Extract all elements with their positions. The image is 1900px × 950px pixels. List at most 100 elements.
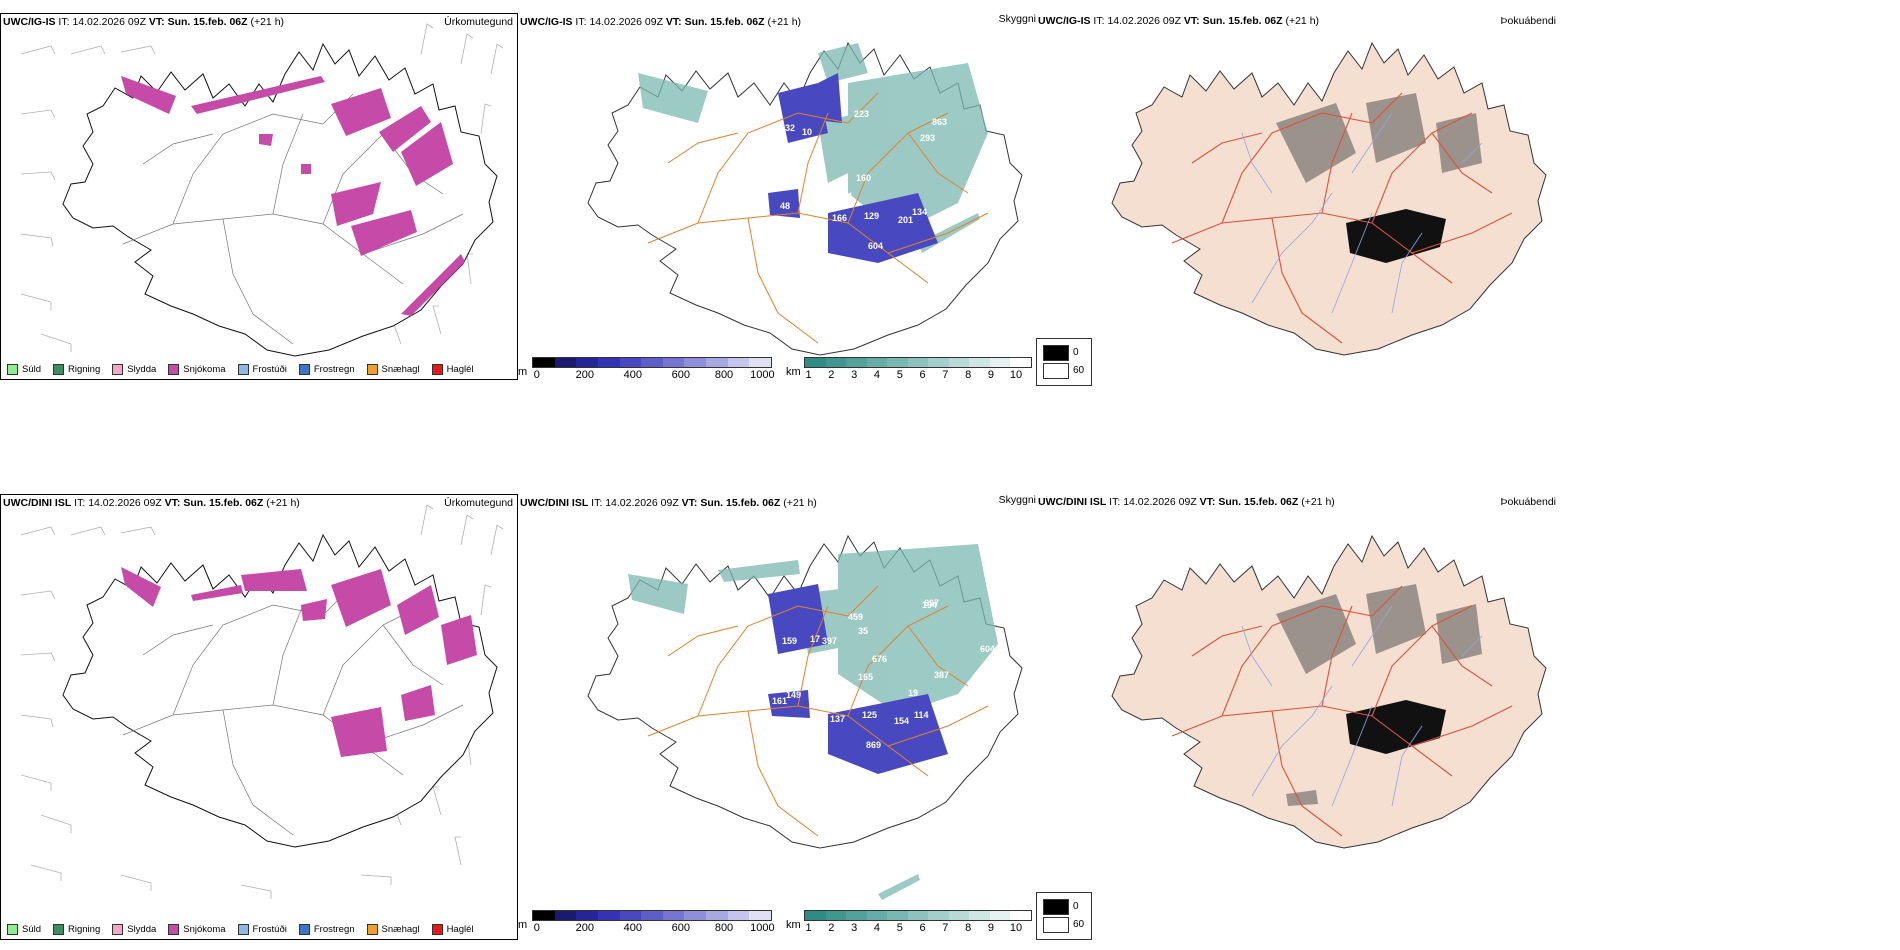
panel-header: UWC/DINI ISL IT: 14.02.2026 09Z VT: Sun.… (520, 497, 817, 509)
panel-title: Þokuábendi (1500, 15, 1556, 27)
fog-legend-value: 60 (1073, 919, 1085, 930)
fog-legend-value: 60 (1073, 365, 1085, 376)
ceiling-value: 863 (932, 117, 947, 127)
ceiling-value: 165 (858, 672, 873, 682)
visibility-colorbar-ticks: 1 2 3 4 5 6 7 8 9 10 (805, 922, 1023, 934)
ceiling-value: 129 (864, 211, 879, 221)
ceiling-value: 194 (922, 600, 937, 610)
ceiling-value: 132 (780, 123, 795, 133)
visibility-colorbar: 1 2 3 4 5 6 7 8 9 10 (804, 910, 1032, 935)
ceiling-value: 387 (934, 670, 949, 680)
fog-legend-value: 0 (1073, 901, 1079, 912)
fog-legend-swatch (1043, 363, 1069, 379)
fog-legend-swatch (1043, 917, 1069, 933)
ceiling-colorbar: 0 200 400 600 800 1000 (532, 357, 775, 382)
low-ceiling-areas (768, 584, 948, 774)
fog-indicator-map (1111, 42, 1547, 356)
precip-map (20, 23, 504, 357)
panel-title: Skyggni (998, 13, 1036, 25)
panel-header: UWC/IG-IS IT: 14.02.2026 09Z VT: Sun. 15… (3, 16, 285, 28)
legend-item-slydda: Slydda (112, 924, 156, 935)
panel-header: UWC/IG-IS IT: 14.02.2026 09Z VT: Sun. 15… (1038, 15, 1320, 27)
ceiling-value: 293 (920, 133, 935, 143)
ceiling-values: 459 697 159 17 397 35 676 604 165 387 16… (772, 598, 995, 750)
visibility-colorbar-cells (804, 910, 1032, 921)
legend-item-snjokoma: Snjókoma (168, 924, 226, 935)
visibility-unit: km (786, 919, 801, 931)
dense-fog-area (1346, 700, 1446, 754)
fog-legend: 0 60 (1036, 892, 1092, 940)
legend-item-frostregn: Frostregn (298, 924, 355, 935)
ceiling-value: 137 (830, 714, 845, 724)
panel-title: Úrkomutegund (444, 16, 513, 28)
legend-item-slydda: Slydda (112, 364, 156, 375)
low-visibility-areas (638, 43, 988, 253)
ceiling-value: 114 (914, 710, 929, 720)
visibility-unit: km (786, 366, 801, 378)
ceiling-value: 166 (832, 213, 847, 223)
visibility-panel-row1: 132 10 223 863 293 160 48 331 166 129 20… (518, 13, 1036, 382)
ceiling-value: 160 (856, 173, 871, 183)
ceiling-value: 331 (838, 191, 853, 201)
fog-legend: 0 60 (1036, 338, 1092, 386)
ceiling-colorbar: 0 200 400 600 800 1000 (532, 910, 775, 935)
precip-legend: Súld Rigning Slydda Snjókoma Frostúði Fr… (7, 364, 474, 375)
panel-title: Þokuábendi (1500, 496, 1556, 508)
ceiling-colorbar-cells (532, 910, 772, 921)
legend-item-snjokoma: Snjókoma (168, 364, 226, 375)
snow-areas (121, 567, 477, 757)
ceiling-value: 869 (866, 740, 881, 750)
ceiling-value: 125 (862, 710, 877, 720)
visibility-colorbar: 1 2 3 4 5 6 7 8 9 10 (804, 357, 1032, 382)
legend-item-rigning: Rigning (53, 924, 100, 935)
ceiling-value: 159 (782, 636, 797, 646)
panel-header: UWC/DINI ISL IT: 14.02.2026 09Z VT: Sun.… (1038, 496, 1335, 508)
precip-panel-row1: UWC/IG-IS IT: 14.02.2026 09Z VT: Sun. 15… (0, 13, 518, 380)
ceiling-value: 35 (858, 626, 868, 636)
legend-item-frostudi: Frostúði (237, 364, 287, 375)
ceiling-unit: m (518, 919, 528, 931)
ceiling-value: 397 (822, 636, 837, 646)
ceiling-values: 132 10 223 863 293 160 48 331 166 129 20… (780, 109, 947, 251)
snow-areas (121, 76, 465, 316)
ceiling-value: 149 (786, 690, 801, 700)
visibility-panel-row2: 459 697 159 17 397 35 676 604 165 387 16… (518, 494, 1036, 940)
legend-item-snaehagl: Snæhagl (366, 924, 420, 935)
visibility-map: 459 697 159 17 397 35 676 604 165 387 16… (587, 535, 1023, 900)
ceiling-value: 161 (772, 696, 787, 706)
legend-item-sudl: Súld (7, 924, 41, 935)
ceiling-value: 223 (854, 109, 869, 119)
ceiling-colorbar-ticks: 0 200 400 600 800 1000 (533, 369, 775, 381)
panel-header: UWC/DINI ISL IT: 14.02.2026 09Z VT: Sun.… (3, 497, 300, 509)
ceiling-value: 604 (980, 644, 995, 654)
fog-legend-swatch (1043, 345, 1069, 361)
visibility-colorbar-cells (804, 357, 1032, 368)
legend-item-frostudi: Frostúði (237, 924, 287, 935)
ceiling-value: 697 (924, 598, 939, 608)
ceiling-value: 19 (908, 688, 918, 698)
cloud-panel-row2: UWC/DINI ISL IT: 14.02.2026 09Z VT: Sun.… (1036, 494, 1560, 940)
ceiling-unit: m (518, 366, 528, 378)
legend-item-hagl: Haglél (431, 924, 474, 935)
ceiling-value: 459 (848, 612, 863, 622)
panel-title: Úrkomutegund (444, 497, 513, 509)
panel-header: UWC/IG-IS IT: 14.02.2026 09Z VT: Sun. 15… (520, 16, 802, 28)
precip-legend: Súld Rigning Slydda Snjókoma Frostúði Fr… (7, 924, 474, 935)
fog-legend-swatch (1043, 899, 1069, 915)
legend-item-sudl: Súld (7, 364, 41, 375)
panel-title: Skyggni (998, 494, 1036, 506)
ceiling-colorbar-ticks: 0 200 400 600 800 1000 (533, 922, 775, 934)
legend-item-snaehagl: Snæhagl (366, 364, 420, 375)
legend-item-frostregn: Frostregn (298, 364, 355, 375)
ceiling-value: 10 (802, 127, 812, 137)
ceiling-value: 134 (912, 207, 927, 217)
precip-panel-row2: UWC/DINI ISL IT: 14.02.2026 09Z VT: Sun.… (0, 494, 518, 940)
legend-item-rigning: Rigning (53, 364, 100, 375)
ceiling-value: 17 (810, 634, 820, 644)
ceiling-value: 676 (872, 654, 887, 664)
ceiling-value: 201 (898, 215, 913, 225)
ceiling-value: 154 (894, 716, 909, 726)
fog-legend-value: 0 (1073, 347, 1079, 358)
ceiling-value: 604 (868, 241, 883, 251)
ceiling-colorbar-cells (532, 357, 772, 368)
